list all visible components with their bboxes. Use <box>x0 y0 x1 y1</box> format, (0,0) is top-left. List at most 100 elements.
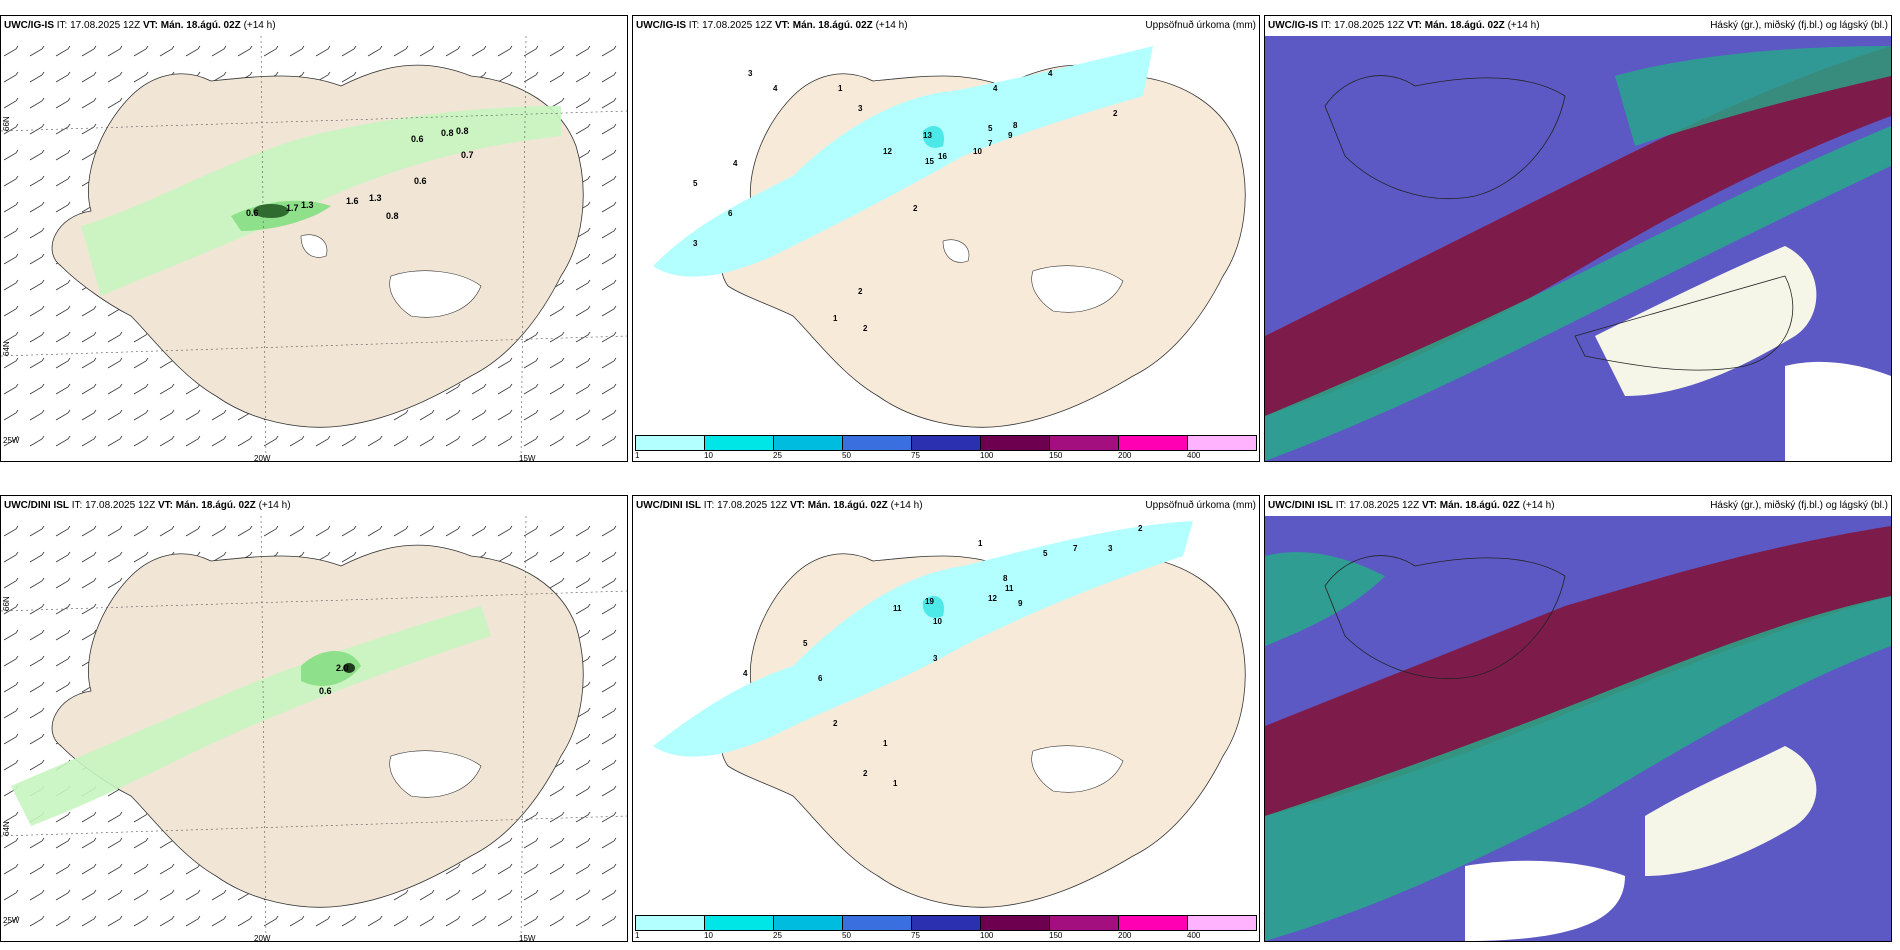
valid-time: VT: Mán. 18.ágú. 02Z <box>142 20 241 31</box>
panel-cloud-bottom: UWC/DINI ISL IT: 17.08.2025 12Z VT: Mán.… <box>1264 495 1892 942</box>
precip-value: 1 <box>833 314 838 323</box>
precip-value: 1 <box>978 539 983 548</box>
precip-value: 3 <box>693 239 698 248</box>
precip-value: 7 <box>1073 544 1078 553</box>
panel-header: UWC/DINI ISL IT: 17.08.2025 12Z VT: Mán.… <box>1265 496 1891 516</box>
colorbar-segment <box>1050 916 1119 930</box>
colorbar-segment <box>636 436 705 450</box>
colorbar-segment <box>1188 436 1256 450</box>
precip-value: 10 <box>933 617 942 626</box>
colorbar-tick: 10 <box>704 931 713 940</box>
colorbar <box>635 915 1257 931</box>
precip-value: 9 <box>1008 131 1013 140</box>
model-name: UWC/DINI ISL <box>4 500 69 511</box>
precip-value: 2 <box>1113 109 1118 118</box>
precip-value: 4 <box>773 84 778 93</box>
lat-label: 66N <box>2 116 11 131</box>
lat-label: 66N <box>2 596 11 611</box>
model-name: UWC/IG-IS <box>636 20 686 31</box>
precip-value: 11 <box>893 604 902 613</box>
precip-value: 5 <box>988 124 993 133</box>
precip-value: 12 <box>883 147 892 156</box>
precip-map: 1 5 7 3 2 19 11 10 11 8 12 9 6 5 4 3 2 1… <box>653 521 1246 908</box>
precip-value: 12 <box>988 594 997 603</box>
colorbar-tick: 100 <box>980 451 994 460</box>
init-time: IT: 17.08.2025 12Z <box>1335 500 1420 511</box>
precip-value: 7 <box>988 139 993 148</box>
panel-header: UWC/IG-IS IT: 17.08.2025 12Z VT: Mán. 18… <box>633 16 1259 36</box>
lead-time: (+14 h) <box>258 500 291 511</box>
valid-time: VT: Mán. 18.ágú. 02Z <box>1406 20 1505 31</box>
precip-value: 8 <box>1003 574 1008 583</box>
lon-label: 25W <box>3 436 20 445</box>
colorbar-segment <box>774 916 843 930</box>
precip-value: 9 <box>1018 599 1023 608</box>
precip-map: 3 4 1 3 4 4 2 13 12 15 16 10 5 8 9 7 6 5… <box>653 46 1246 428</box>
precip-value: 3 <box>933 654 938 663</box>
precip-value: 10 <box>973 147 982 156</box>
panel-precip-top: UWC/IG-IS IT: 17.08.2025 12Z VT: Mán. 18… <box>632 15 1260 462</box>
model-name: UWC/DINI ISL <box>636 500 701 511</box>
precip-value: 4 <box>743 669 748 678</box>
wind-value: 1.6 <box>346 196 359 206</box>
precip-value: 2 <box>913 204 918 213</box>
precip-value: 4 <box>733 159 738 168</box>
lon-label: 20W <box>254 454 271 462</box>
panel-header: UWC/DINI ISL IT: 17.08.2025 12Z VT: Mán.… <box>1 496 627 516</box>
wind-value: 1.7 <box>286 203 299 213</box>
lead-time: (+14 h) <box>1507 20 1540 31</box>
precip-value: 5 <box>693 179 698 188</box>
colorbar-tick: 75 <box>911 451 920 460</box>
panel-precip-bottom: UWC/DINI ISL IT: 17.08.2025 12Z VT: Mán.… <box>632 495 1260 942</box>
lon-label: 20W <box>254 934 271 942</box>
lat-label: 64N <box>2 341 11 356</box>
wind-value: 0.7 <box>461 150 474 160</box>
panel-header: UWC/IG-IS IT: 17.08.2025 12Z VT: Mán. 18… <box>1 16 627 36</box>
wind-value: 1.3 <box>369 193 382 203</box>
init-time: IT: 17.08.2025 12Z <box>703 500 788 511</box>
precip-value: 16 <box>938 152 947 161</box>
cloud-map <box>1265 36 1891 461</box>
precip-value: 4 <box>993 84 998 93</box>
colorbar-tick: 1 <box>635 931 640 940</box>
colorbar-tick: 10 <box>704 451 713 460</box>
colorbar-tick: 200 <box>1118 931 1132 940</box>
colorbar-tick: 50 <box>842 931 851 940</box>
lead-time: (+14 h) <box>890 500 923 511</box>
panel-header: UWC/DINI ISL IT: 17.08.2025 12Z VT: Mán.… <box>633 496 1259 516</box>
precip-value: 2 <box>863 769 868 778</box>
colorbar-tick: 25 <box>773 451 782 460</box>
colorbar-tick: 50 <box>842 451 851 460</box>
lon-label: 15W <box>519 934 536 942</box>
lon-label: 15W <box>519 454 536 462</box>
colorbar-segment <box>705 916 774 930</box>
precip-value: 3 <box>1108 544 1113 553</box>
precip-value: 5 <box>1043 549 1048 558</box>
panel-wind-bottom: UWC/DINI ISL IT: 17.08.2025 12Z VT: Mán.… <box>0 495 628 942</box>
colorbar-tick: 100 <box>980 931 994 940</box>
valid-time: VT: Mán. 18.ágú. 02Z <box>157 500 256 511</box>
cloud-map <box>1265 516 1891 941</box>
wind-value: 0.6 <box>246 208 259 218</box>
colorbar-tick: 400 <box>1187 451 1201 460</box>
colorbar-segment <box>912 436 981 450</box>
precip-value: 1 <box>838 84 843 93</box>
colorbar-segment <box>843 916 912 930</box>
precip-title: Uppsöfnuð úrkoma (mm) <box>1145 20 1256 31</box>
wind-value: 0.8 <box>456 126 469 136</box>
wind-value: 0.8 <box>386 211 399 221</box>
precip-value: 2 <box>863 324 868 333</box>
lead-time: (+14 h) <box>1522 500 1555 511</box>
wind-value: 0.6 <box>319 686 332 696</box>
precip-value: 2 <box>1138 524 1143 533</box>
colorbar-segment <box>1119 916 1188 930</box>
colorbar-tick: 200 <box>1118 451 1132 460</box>
precip-value: 6 <box>818 674 823 683</box>
valid-time: VT: Mán. 18.ágú. 02Z <box>1421 500 1520 511</box>
precip-value: 15 <box>925 157 934 166</box>
panel-cloud-top: UWC/IG-IS IT: 17.08.2025 12Z VT: Mán. 18… <box>1264 15 1892 462</box>
colorbar-segment <box>1188 916 1256 930</box>
precip-value: 11 <box>1005 584 1014 593</box>
colorbar-tick: 150 <box>1049 931 1063 940</box>
model-name: UWC/DINI ISL <box>1268 500 1333 511</box>
